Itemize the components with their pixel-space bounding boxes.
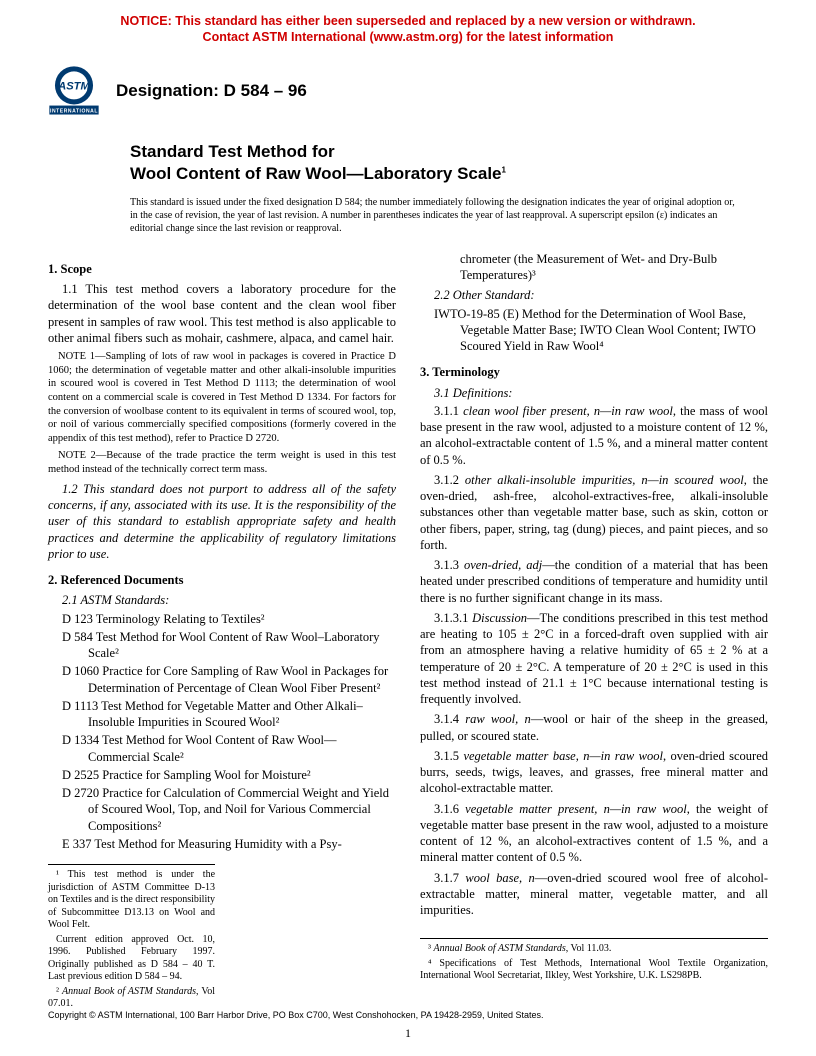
def-3-1-4: 3.1.4 raw wool, n—wool or hair of the sh… [420,711,768,744]
note-1: NOTE 1—Sampling of lots of raw wool in p… [48,350,396,445]
ref-item: D 2720 Practice for Calculation of Comme… [62,785,396,834]
definitions-subhead: 3.1 Definitions: [434,385,768,401]
ref-item: D 1334 Test Method for Wool Content of R… [62,732,396,765]
ref-item: D 1113 Test Method for Vegetable Matter … [62,698,396,731]
def-3-1-2: 3.1.2 other alkali-insoluble impurities,… [420,472,768,553]
astm-standards-subhead: 2.1 ASTM Standards: [62,592,396,608]
notice-line1: NOTICE: This standard has either been su… [120,14,695,28]
footnote-4: ⁴ Specifications of Test Methods, Intern… [420,958,768,983]
note-2: NOTE 2—Because of the trade practice the… [48,449,396,476]
refdocs-head: 2. Referenced Documents [48,572,396,588]
header: ASTM INTERNATIONAL Designation: D 584 – … [0,51,816,119]
footnote-1: ¹ This test method is under the jurisdic… [48,869,215,932]
ref-item: D 1060 Practice for Core Sampling of Raw… [62,663,396,696]
def-3-1-6: 3.1.6 vegetable matter present, n—in raw… [420,801,768,866]
terminology-head: 3. Terminology [420,364,768,380]
footnotes-left: ¹ This test method is under the jurisdic… [48,864,215,1011]
copyright: Copyright © ASTM International, 100 Barr… [48,1010,768,1022]
def-3-1-7: 3.1.7 wool base, n—oven-dried scoured wo… [420,870,768,919]
footnotes-right: ³ Annual Book of ASTM Standards, Vol 11.… [420,938,768,983]
scope-head: 1. Scope [48,261,396,277]
ref-item: E 337 Test Method for Measuring Humidity… [62,836,396,852]
title-line2: Wool Content of Raw Wool—Laboratory Scal… [130,164,502,183]
svg-text:INTERNATIONAL: INTERNATIONAL [50,109,98,115]
footnote-3: ³ Annual Book of ASTM Standards, Vol 11.… [420,943,768,956]
title-block: Standard Test Method for Wool Content of… [0,119,816,184]
def-3-1-3-1: 3.1.3.1 Discussion—The conditions prescr… [420,610,768,708]
body-columns: 1. Scope 1.1 This test method covers a l… [0,243,816,1011]
ref-item: D 584 Test Method for Wool Content of Ra… [62,629,396,662]
def-3-1-3: 3.1.3 oven-dried, adj—the condition of a… [420,557,768,606]
notice-line2: Contact ASTM International (www.astm.org… [203,30,614,44]
svg-text:ASTM: ASTM [57,81,90,93]
para-1-2: 1.2 This standard does not purport to ad… [48,481,396,562]
other-standard-subhead: 2.2 Other Standard: [434,287,768,303]
astm-logo: ASTM INTERNATIONAL [46,63,102,119]
issue-note: This standard is issued under the fixed … [0,184,816,243]
ref-item: D 2525 Practice for Sampling Wool for Mo… [62,767,396,783]
title-sup: 1 [502,165,506,174]
ref-item: D 123 Terminology Relating to Textiles² [62,611,396,627]
ref-cont: chrometer (the Measurement of Wet- and D… [434,251,768,284]
page-number: 1 [0,1026,816,1042]
para-1-1: 1.1 This test method covers a laboratory… [48,281,396,346]
footnote-2: ² Annual Book of ASTM Standards, Vol 07.… [48,986,215,1011]
footnote-1b: Current edition approved Oct. 10, 1996. … [48,934,215,984]
def-3-1-5: 3.1.5 vegetable matter base, n—in raw wo… [420,748,768,797]
def-3-1-1: 3.1.1 clean wool fiber present, n—in raw… [420,403,768,468]
withdrawal-notice: NOTICE: This standard has either been su… [0,0,816,51]
title-line1: Standard Test Method for [130,142,335,161]
ref-other: IWTO-19-85 (E) Method for the Determinat… [434,306,768,355]
designation: Designation: D 584 – 96 [116,80,307,102]
